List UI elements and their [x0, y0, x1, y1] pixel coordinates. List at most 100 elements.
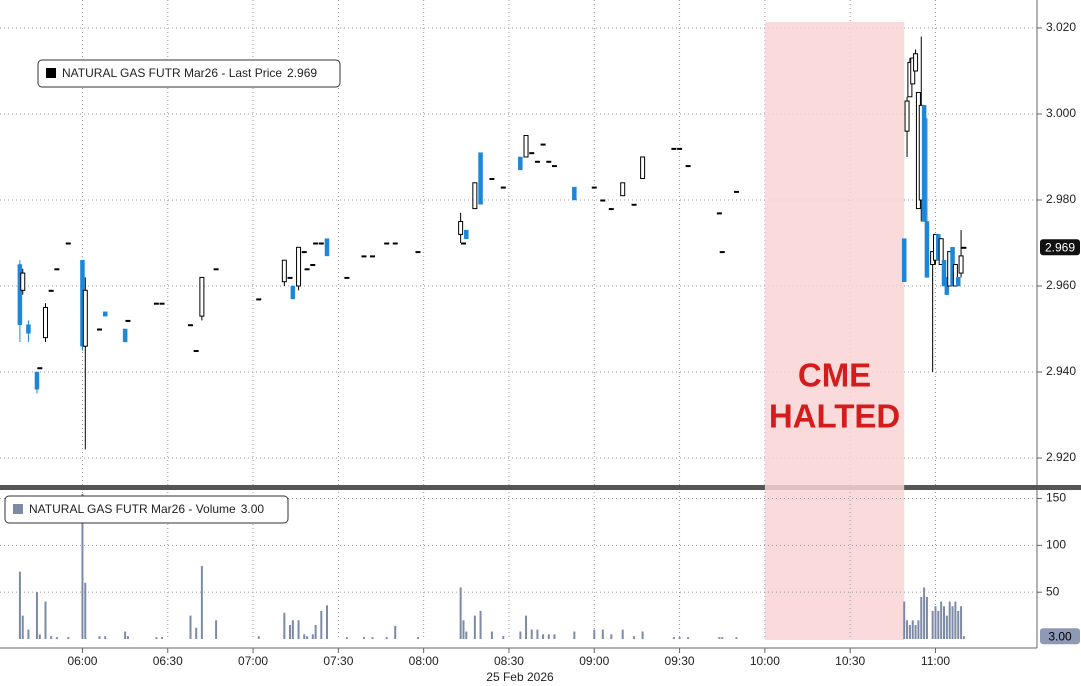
volume-bar: [306, 636, 309, 639]
candle-body: [600, 199, 606, 202]
candle-body: [213, 268, 219, 271]
candle-body: [921, 105, 927, 222]
volume-bar: [954, 601, 957, 639]
volume-bar: [948, 601, 951, 639]
volume-bar: [325, 605, 328, 639]
x-tick-label: 10:00: [750, 654, 780, 668]
volume-bar: [104, 636, 107, 639]
candle-body: [733, 190, 739, 193]
last-value-label: 2.969: [1045, 240, 1075, 254]
x-tick-label: 07:00: [238, 654, 268, 668]
candle-body: [313, 242, 319, 245]
volume-bar: [215, 620, 218, 639]
volume-bar: [18, 571, 21, 639]
volume-bar: [257, 636, 260, 639]
candle-body: [955, 277, 961, 287]
candle-body: [938, 238, 944, 266]
candle-body: [952, 264, 958, 287]
volume-bar: [84, 582, 87, 639]
candle-body: [489, 177, 495, 180]
volume-bar: [601, 629, 604, 639]
volume-bar: [906, 620, 909, 639]
candle-body: [281, 259, 287, 283]
candle-body: [924, 221, 930, 278]
candle-body: [82, 289, 88, 347]
volume-bar: [283, 612, 286, 639]
volume-bar: [394, 625, 397, 639]
candle-body: [415, 251, 421, 254]
volume-bar: [345, 637, 348, 639]
legend-swatch: [46, 68, 56, 78]
y-tick-label: 2.960: [1046, 278, 1076, 292]
volume-bar: [672, 637, 675, 639]
legend-name: NATURAL GAS FUTR Mar26 - Volume: [29, 502, 236, 516]
candle-body: [631, 203, 637, 206]
candle-body: [310, 264, 316, 267]
candle-body: [719, 251, 725, 254]
volume-bar: [289, 624, 292, 639]
volume-bar: [678, 637, 681, 639]
legend-text: NATURAL GAS FUTR Mar26 - Volume 3.00: [29, 502, 264, 516]
volume-bar: [50, 636, 53, 639]
x-tick-label: 08:30: [494, 654, 524, 668]
x-date-label: 25 Feb 2026: [486, 670, 554, 684]
candle-body: [941, 259, 947, 287]
volume-bar: [721, 637, 724, 639]
volume-bar: [908, 624, 911, 639]
x-tick-label: 10:30: [835, 654, 865, 668]
volume-bar: [297, 620, 300, 639]
halt-annotation: HALTED: [769, 398, 900, 435]
candle-body: [901, 238, 907, 282]
volume-bar: [621, 629, 624, 639]
volume-bar: [553, 634, 556, 639]
legend-text: NATURAL GAS FUTR Mar26 - Last Price 2.969: [62, 66, 317, 80]
volume-bar: [320, 610, 323, 639]
volume-bar: [55, 637, 58, 639]
legend-box: [4, 495, 289, 524]
candle-body: [37, 367, 43, 370]
volume-bar: [479, 610, 482, 639]
volume-bar: [951, 606, 954, 639]
candle-body: [42, 307, 48, 339]
volume-bar: [21, 615, 24, 639]
volume-bar: [67, 637, 70, 639]
volume-bar: [536, 629, 539, 639]
volume-bar: [155, 637, 158, 639]
volume-bar: [903, 601, 906, 639]
volume-bar: [525, 615, 528, 639]
x-tick-label: 06:30: [153, 654, 183, 668]
volume-bar: [957, 610, 960, 639]
volume-bar: [923, 587, 926, 639]
candle-body: [529, 152, 535, 155]
candle-body: [344, 276, 350, 279]
y-tick-label: 50: [1046, 584, 1060, 598]
volume-bar: [945, 615, 948, 639]
volume-bar: [490, 631, 493, 639]
volume-bar: [44, 601, 47, 639]
volume-bar: [291, 620, 294, 639]
volume-bar: [385, 637, 388, 639]
candle-body: [572, 186, 577, 201]
volume-bar: [195, 627, 198, 639]
volume-bar: [98, 636, 101, 639]
last-value-label: 3.00: [1048, 629, 1072, 643]
y-tick-label: 100: [1046, 538, 1066, 552]
candle-body: [384, 242, 390, 245]
candle-body: [464, 229, 469, 239]
candle-body: [671, 147, 677, 150]
volume-bar: [547, 634, 550, 639]
last-value-box: [1040, 239, 1080, 256]
volume-bar: [311, 634, 314, 639]
y-tick-label: 3.020: [1046, 20, 1076, 34]
candle-body: [904, 100, 910, 132]
candle-body: [188, 324, 194, 327]
candle-body: [324, 238, 330, 257]
x-tick-label: 08:00: [409, 654, 439, 668]
y-tick-label: 2.940: [1046, 364, 1076, 378]
volume-bar: [189, 615, 192, 639]
candle-body: [54, 268, 60, 271]
candle-body: [500, 186, 506, 189]
volume-bar: [925, 596, 928, 639]
volume-bar: [200, 565, 203, 639]
